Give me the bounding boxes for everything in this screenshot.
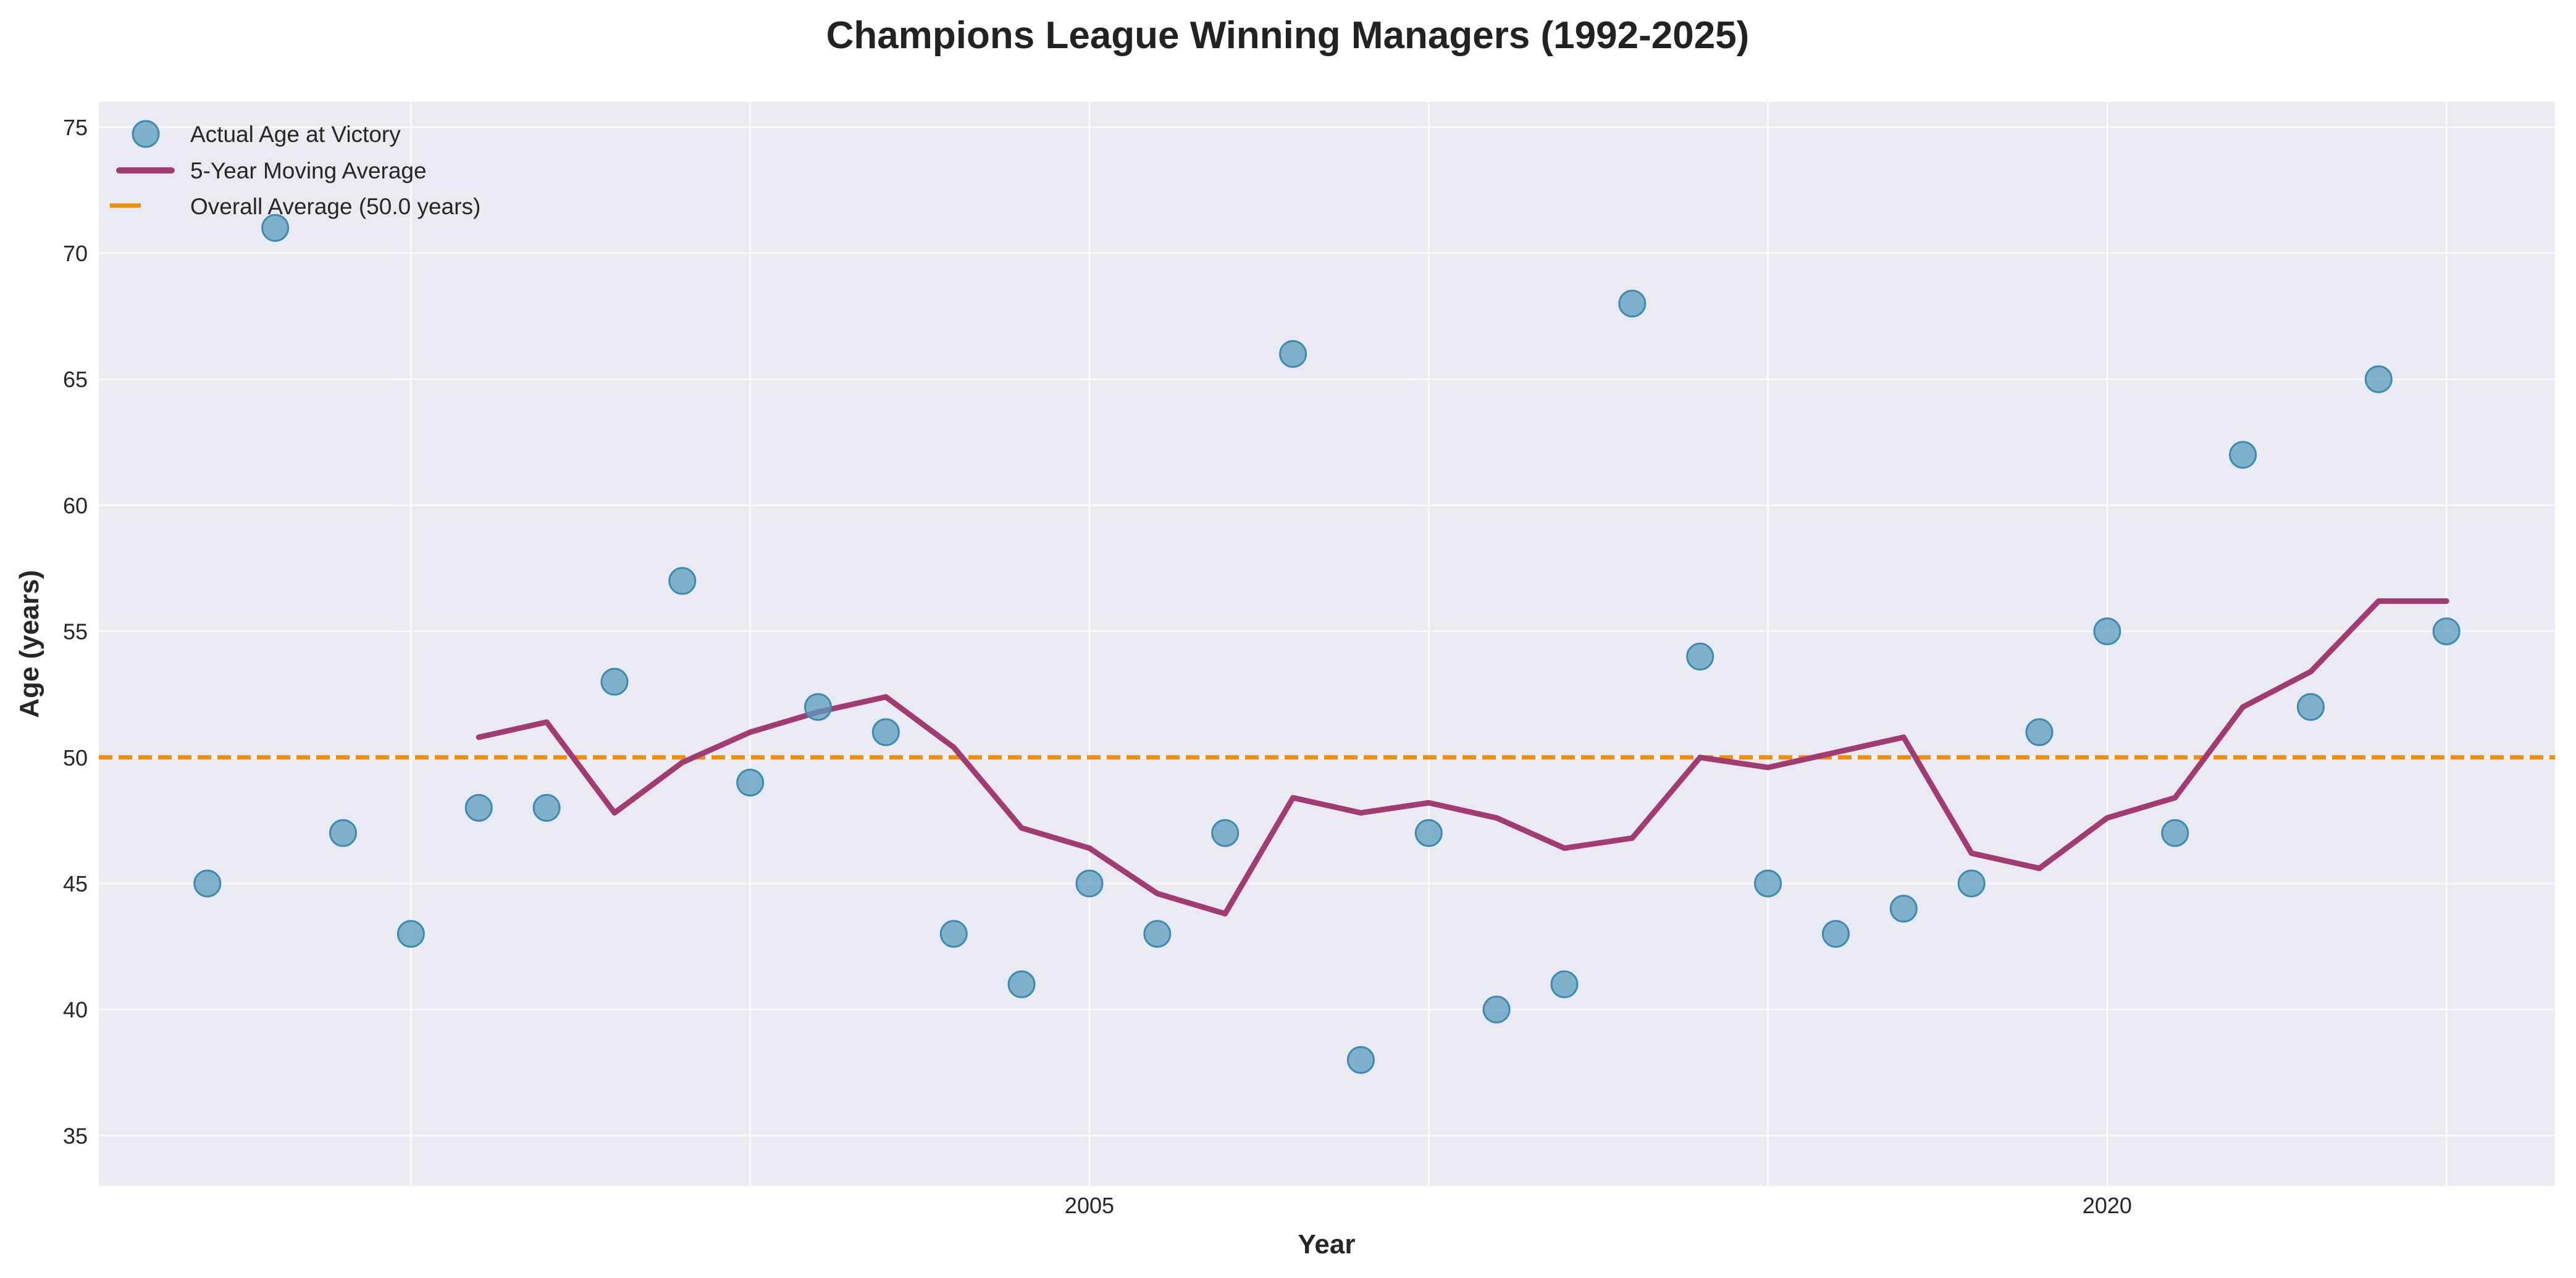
data-point (1211, 819, 1240, 847)
y-tick-label: 75 (63, 115, 88, 140)
data-point (1821, 920, 1850, 948)
y-tick-label: 60 (63, 493, 88, 518)
y-axis-label: Age (years) (14, 570, 44, 718)
data-point (1143, 920, 1172, 948)
data-point (1482, 995, 1511, 1024)
data-point (2025, 718, 2054, 746)
y-tick-label: 50 (63, 745, 88, 771)
data-point (396, 920, 425, 948)
data-point (1957, 869, 1986, 898)
y-ticks: 35 40 45 50 55 60 65 70 75 (63, 115, 88, 1148)
data-point (804, 693, 833, 721)
data-point (329, 819, 358, 847)
legend-label-overall-average: Overall Average (50.0 years) (190, 194, 480, 219)
data-point (2364, 365, 2393, 393)
data-point (193, 869, 222, 898)
y-tick-label: 45 (63, 871, 88, 896)
legend-marker-scatter (132, 120, 160, 148)
data-point (1007, 970, 1036, 998)
data-point (2161, 819, 2189, 847)
moving-average-line (476, 598, 2449, 917)
data-point (1414, 819, 1443, 847)
y-tick-label: 55 (63, 619, 88, 645)
data-point (2229, 441, 2257, 469)
legend: Actual Age at Victory 5-Year Moving Aver… (110, 120, 480, 219)
chart-title: Champions League Winning Managers (1992-… (826, 14, 1750, 57)
data-point (1754, 869, 1782, 898)
x-axis-label: Year (1298, 1229, 1356, 1259)
data-point (1346, 1046, 1375, 1074)
data-point (1075, 869, 1104, 898)
y-tick-label: 40 (63, 997, 88, 1022)
data-point (2432, 617, 2461, 646)
data-point (1279, 340, 1307, 368)
legend-label-moving-average: 5-Year Moving Average (190, 158, 427, 183)
data-point (464, 793, 493, 822)
data-point (532, 793, 561, 822)
data-point (2296, 693, 2325, 721)
moving-average-polyline (476, 598, 2449, 917)
scatter-points (193, 214, 2461, 1074)
data-point (1550, 970, 1579, 998)
data-point (600, 667, 629, 696)
plot-area (99, 102, 2555, 1186)
x-ticks: 2005 2020 (1065, 1193, 2132, 1218)
x-tick-label: 2020 (2083, 1193, 2132, 1218)
x-tick-label: 2005 (1065, 1193, 1114, 1218)
y-tick-label: 70 (63, 241, 88, 266)
data-point (1618, 290, 1647, 318)
data-point (736, 769, 765, 797)
data-point (668, 567, 697, 595)
data-point (939, 920, 968, 948)
data-point (871, 718, 900, 746)
y-tick-label: 35 (63, 1123, 88, 1148)
data-point (1889, 895, 1918, 923)
data-point (2093, 617, 2121, 646)
data-point (261, 214, 290, 242)
y-tick-label: 65 (63, 367, 88, 392)
data-point (1686, 642, 1714, 670)
legend-label-scatter: Actual Age at Victory (190, 122, 401, 147)
